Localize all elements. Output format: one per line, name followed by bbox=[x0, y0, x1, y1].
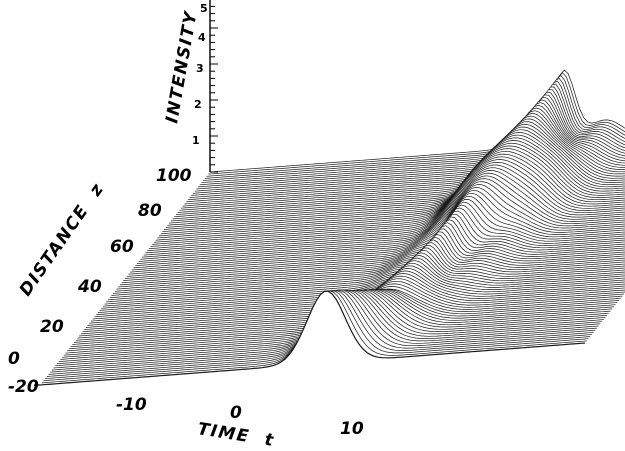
trace-fill bbox=[131, 196, 625, 270]
series-line bbox=[181, 115, 625, 209]
x-tick-label: 0 bbox=[230, 403, 242, 423]
series-line bbox=[145, 172, 625, 254]
z-tick-label: 40 bbox=[77, 277, 102, 297]
series-line bbox=[170, 132, 625, 222]
series-line bbox=[123, 210, 625, 281]
trace-fill bbox=[40, 291, 585, 385]
z-tick-label: 60 bbox=[110, 237, 134, 257]
series-line bbox=[101, 247, 625, 309]
series-line bbox=[138, 184, 625, 262]
y-tick-label: 1 bbox=[192, 134, 200, 147]
axes-group bbox=[34, 0, 218, 386]
series-line bbox=[114, 225, 625, 292]
series-line bbox=[130, 199, 625, 273]
series-line bbox=[109, 234, 625, 299]
series-line bbox=[153, 159, 625, 243]
series-line bbox=[169, 134, 625, 224]
series-line bbox=[177, 121, 625, 213]
series-line bbox=[204, 77, 625, 179]
series-line bbox=[150, 164, 625, 247]
series-line bbox=[152, 161, 625, 245]
y-tick-label: 5 bbox=[200, 2, 208, 15]
series-line bbox=[147, 170, 625, 252]
series-line bbox=[131, 195, 625, 271]
series-line bbox=[187, 104, 625, 201]
z-tick-label: 0 bbox=[8, 349, 20, 369]
trace-fill bbox=[130, 199, 625, 273]
waterfall-traces bbox=[39, 69, 625, 386]
series-line bbox=[199, 86, 625, 186]
series-line bbox=[135, 189, 625, 267]
x-axis-symbol: t bbox=[263, 430, 276, 451]
series-line bbox=[124, 207, 625, 279]
series-line bbox=[148, 167, 625, 250]
series-line bbox=[175, 123, 625, 215]
series-line bbox=[196, 91, 625, 190]
series-line bbox=[102, 244, 625, 307]
series-line bbox=[164, 142, 625, 230]
series-line bbox=[198, 89, 625, 188]
series-line bbox=[126, 204, 625, 277]
x-tick-label: -10 bbox=[116, 395, 147, 415]
series-line bbox=[172, 129, 625, 220]
x-tick-label: 10 bbox=[340, 419, 364, 439]
series-line bbox=[158, 150, 625, 237]
series-line bbox=[191, 99, 625, 196]
series-line bbox=[209, 69, 625, 173]
series-line bbox=[155, 156, 625, 241]
series-line bbox=[157, 153, 625, 239]
series-line bbox=[184, 110, 625, 205]
series-line bbox=[186, 107, 625, 203]
trace-fill bbox=[111, 231, 625, 296]
series-line bbox=[133, 192, 625, 269]
z-tick-label: 100 bbox=[156, 166, 192, 186]
series-line bbox=[107, 236, 625, 301]
series-line bbox=[111, 231, 625, 296]
series-line bbox=[167, 137, 625, 226]
series-line bbox=[116, 222, 625, 290]
series-line bbox=[128, 201, 625, 275]
series-line bbox=[39, 290, 586, 386]
svg-text:TIME t: TIME t bbox=[196, 419, 276, 451]
series-line bbox=[113, 228, 625, 294]
series-line bbox=[203, 80, 625, 181]
series-line bbox=[99, 249, 625, 311]
series-line bbox=[206, 75, 625, 177]
series-line bbox=[182, 113, 625, 207]
series-line bbox=[140, 181, 625, 260]
series-line bbox=[121, 213, 625, 284]
x-tick-label: -20 bbox=[8, 377, 39, 397]
series-line bbox=[141, 178, 625, 258]
series-line bbox=[118, 219, 625, 288]
series-line bbox=[174, 126, 625, 218]
series-line bbox=[194, 94, 625, 192]
y-tick-label: 3 bbox=[196, 62, 204, 75]
x-axis-title: TIME t bbox=[196, 419, 276, 451]
trace-fill bbox=[138, 184, 625, 262]
x-axis-label: TIME bbox=[196, 419, 251, 447]
trace-fill bbox=[128, 202, 625, 275]
series-line bbox=[162, 145, 625, 232]
z-tick-label: 80 bbox=[138, 201, 162, 221]
series-line bbox=[208, 72, 625, 175]
trace-fill bbox=[126, 205, 625, 277]
series-line bbox=[179, 118, 625, 211]
series-line bbox=[143, 175, 625, 256]
y-tick-label: 4 bbox=[198, 31, 206, 44]
series-line bbox=[189, 102, 625, 198]
series-line bbox=[136, 187, 625, 264]
series-line bbox=[160, 148, 625, 235]
y-tick-label: 2 bbox=[194, 98, 202, 111]
series-line bbox=[97, 252, 625, 313]
series-line bbox=[165, 140, 625, 228]
series-line bbox=[106, 239, 625, 303]
series-line bbox=[119, 216, 625, 286]
z-tick-label: 20 bbox=[40, 317, 64, 337]
series-line bbox=[192, 96, 625, 194]
z-axis-symbol: z bbox=[85, 179, 108, 201]
series-line bbox=[201, 83, 625, 184]
trace-fill bbox=[125, 207, 625, 279]
series-line bbox=[104, 242, 625, 305]
